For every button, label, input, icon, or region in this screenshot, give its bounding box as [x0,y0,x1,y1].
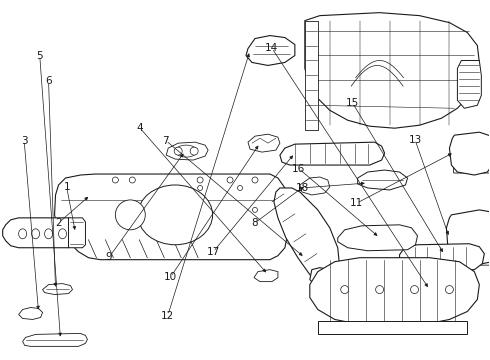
Ellipse shape [19,229,26,239]
Polygon shape [399,244,484,270]
Polygon shape [280,142,385,165]
Text: 3: 3 [21,136,27,145]
Circle shape [238,185,243,190]
Text: 6: 6 [45,76,52,86]
Circle shape [115,200,145,230]
Ellipse shape [32,229,40,239]
Circle shape [129,177,135,183]
Circle shape [174,147,182,155]
Circle shape [376,285,384,293]
Polygon shape [358,170,408,190]
FancyBboxPatch shape [453,141,490,149]
Text: 9: 9 [106,252,113,262]
Polygon shape [310,268,415,305]
Circle shape [445,285,453,293]
Polygon shape [166,142,208,160]
Circle shape [252,207,257,212]
FancyBboxPatch shape [451,219,490,229]
Polygon shape [305,13,479,128]
Text: 12: 12 [161,311,174,320]
Polygon shape [248,134,280,152]
FancyBboxPatch shape [451,242,490,253]
Polygon shape [19,307,43,319]
Polygon shape [300,177,330,195]
Text: 8: 8 [251,218,258,228]
Circle shape [190,147,198,155]
Text: 1: 1 [63,182,70,192]
Polygon shape [54,174,287,260]
Circle shape [197,185,203,190]
Circle shape [341,285,349,293]
Polygon shape [446,210,490,265]
Polygon shape [274,188,340,283]
Text: 5: 5 [36,51,43,61]
Text: 14: 14 [265,43,278,53]
Text: 18: 18 [296,183,309,193]
Polygon shape [23,333,87,346]
Polygon shape [338,225,417,251]
Circle shape [197,177,203,183]
Circle shape [227,177,233,183]
FancyBboxPatch shape [453,165,490,173]
Ellipse shape [175,145,197,157]
Circle shape [112,177,119,183]
Text: 4: 4 [137,123,143,133]
Circle shape [252,177,258,183]
Polygon shape [246,36,295,66]
Polygon shape [43,284,73,294]
FancyBboxPatch shape [451,230,490,241]
Text: 2: 2 [55,218,62,228]
FancyBboxPatch shape [453,149,490,157]
Polygon shape [305,21,318,130]
Polygon shape [2,218,82,248]
Ellipse shape [45,229,52,239]
Polygon shape [457,60,481,108]
Polygon shape [310,258,479,324]
Text: 15: 15 [346,98,359,108]
Ellipse shape [58,229,67,239]
Text: 11: 11 [350,198,363,208]
Polygon shape [318,321,467,334]
Text: 16: 16 [292,163,305,174]
Ellipse shape [138,185,213,245]
Circle shape [411,285,418,293]
Text: 17: 17 [207,247,220,257]
Polygon shape [69,218,85,248]
FancyBboxPatch shape [451,254,490,265]
Polygon shape [449,132,490,175]
Text: 7: 7 [163,136,169,145]
FancyBboxPatch shape [453,157,490,165]
Polygon shape [254,270,278,282]
Text: 13: 13 [408,135,422,145]
Text: 10: 10 [164,272,177,282]
